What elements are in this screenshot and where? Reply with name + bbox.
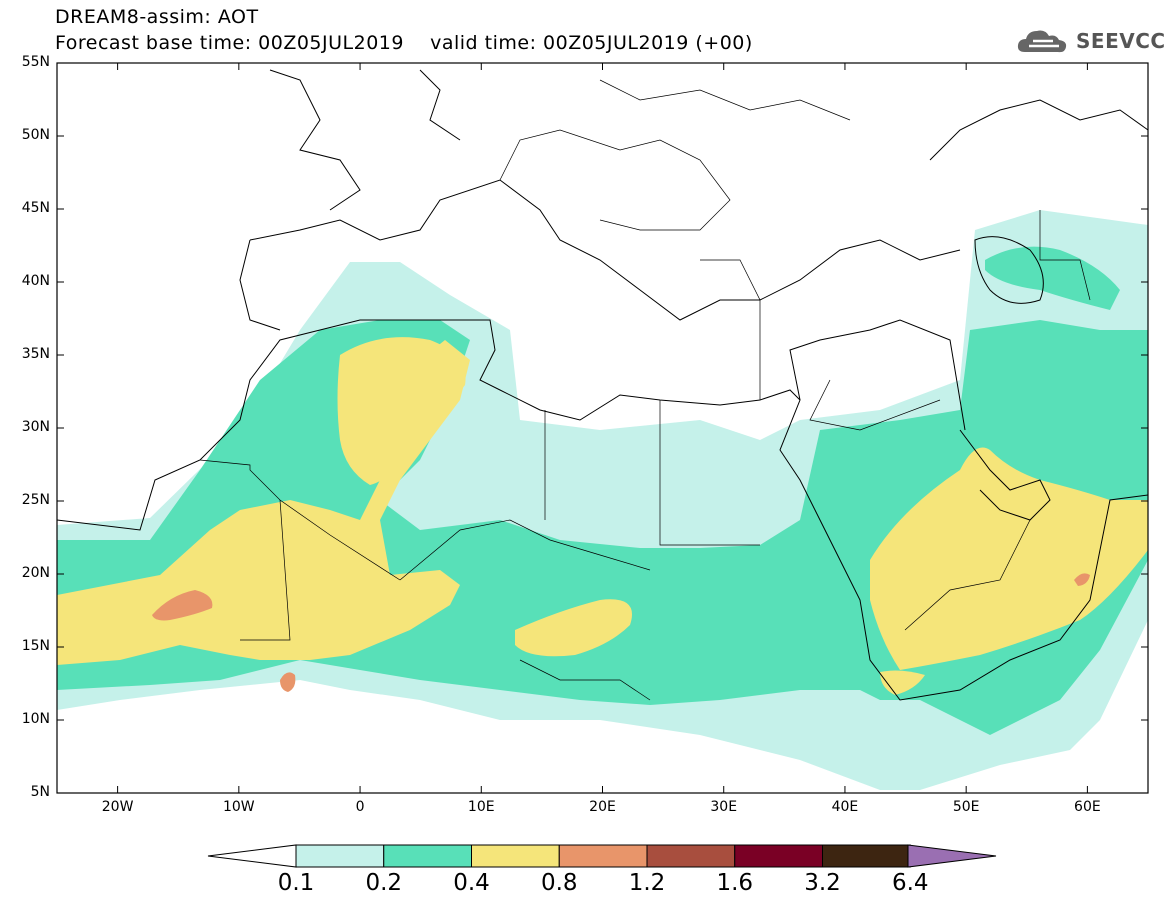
colorbar-label: 0.2 xyxy=(365,870,403,896)
lat-label: 50N xyxy=(21,127,50,143)
lat-label: 25N xyxy=(21,492,50,508)
lon-label: 10W xyxy=(222,799,255,815)
lon-label: 0 xyxy=(355,799,365,815)
colorbar-label: 0.1 xyxy=(277,870,315,896)
axis-ticks xyxy=(57,62,1148,794)
colorbar-box xyxy=(295,844,385,868)
lon-label: 60E xyxy=(1074,799,1101,815)
aot-region-high-arabia xyxy=(870,447,1148,670)
lon-label: 20W xyxy=(101,799,134,815)
colorbar-label: 6.4 xyxy=(891,870,929,896)
aot-region-high-northafrica xyxy=(337,337,466,485)
colorbar-over-triangle xyxy=(907,844,997,868)
aot-region-veryhigh-1 xyxy=(152,590,213,621)
lat-label: 35N xyxy=(21,346,50,362)
forecast-time-line: Forecast base time: 00Z05JUL2019 valid t… xyxy=(55,32,753,54)
lat-label: 55N xyxy=(21,54,50,70)
aot-region-high-central xyxy=(515,599,632,657)
colorbar-label: 3.2 xyxy=(804,870,841,896)
colorbar-label: 1.2 xyxy=(628,870,666,896)
lon-label: 10E xyxy=(467,799,495,815)
aot-region-veryhigh-2 xyxy=(280,672,296,692)
aot-region-high-west xyxy=(57,340,470,665)
map-title: DREAM8-assim: AOT xyxy=(55,6,259,28)
colorbar-box xyxy=(471,844,560,868)
lat-label: 40N xyxy=(21,273,50,289)
lon-label: 30E xyxy=(710,799,738,815)
colorbar-box xyxy=(383,844,472,868)
colorbar-box xyxy=(646,844,736,868)
lon-label: 20E xyxy=(589,799,616,815)
lat-label: 15N xyxy=(21,638,50,654)
lat-label: 30N xyxy=(21,419,50,435)
lat-label: 45N xyxy=(21,200,50,216)
lon-label: 50E xyxy=(952,799,980,815)
colorbar-label: 0.4 xyxy=(453,870,490,896)
colorbar-box xyxy=(558,844,648,868)
aot-region-medium-caspian xyxy=(985,246,1120,310)
country-borders xyxy=(199,79,1091,701)
aot-region-veryhigh-3 xyxy=(1074,573,1090,586)
lat-label: 20N xyxy=(21,565,50,581)
colorbar-under-triangle xyxy=(207,844,297,868)
colorbar-label: 1.6 xyxy=(716,870,754,896)
colorbar-box xyxy=(734,844,823,868)
lat-label: 10N xyxy=(21,711,50,727)
lon-label: 40E xyxy=(831,799,859,815)
logo-text: SEEVCCC xyxy=(1076,29,1165,53)
cloud-icon xyxy=(1017,30,1067,53)
lat-label: 5N xyxy=(30,784,50,800)
coastlines xyxy=(57,69,1148,701)
colorbar-label: 0.8 xyxy=(540,870,578,896)
colorbar-box xyxy=(822,844,911,868)
